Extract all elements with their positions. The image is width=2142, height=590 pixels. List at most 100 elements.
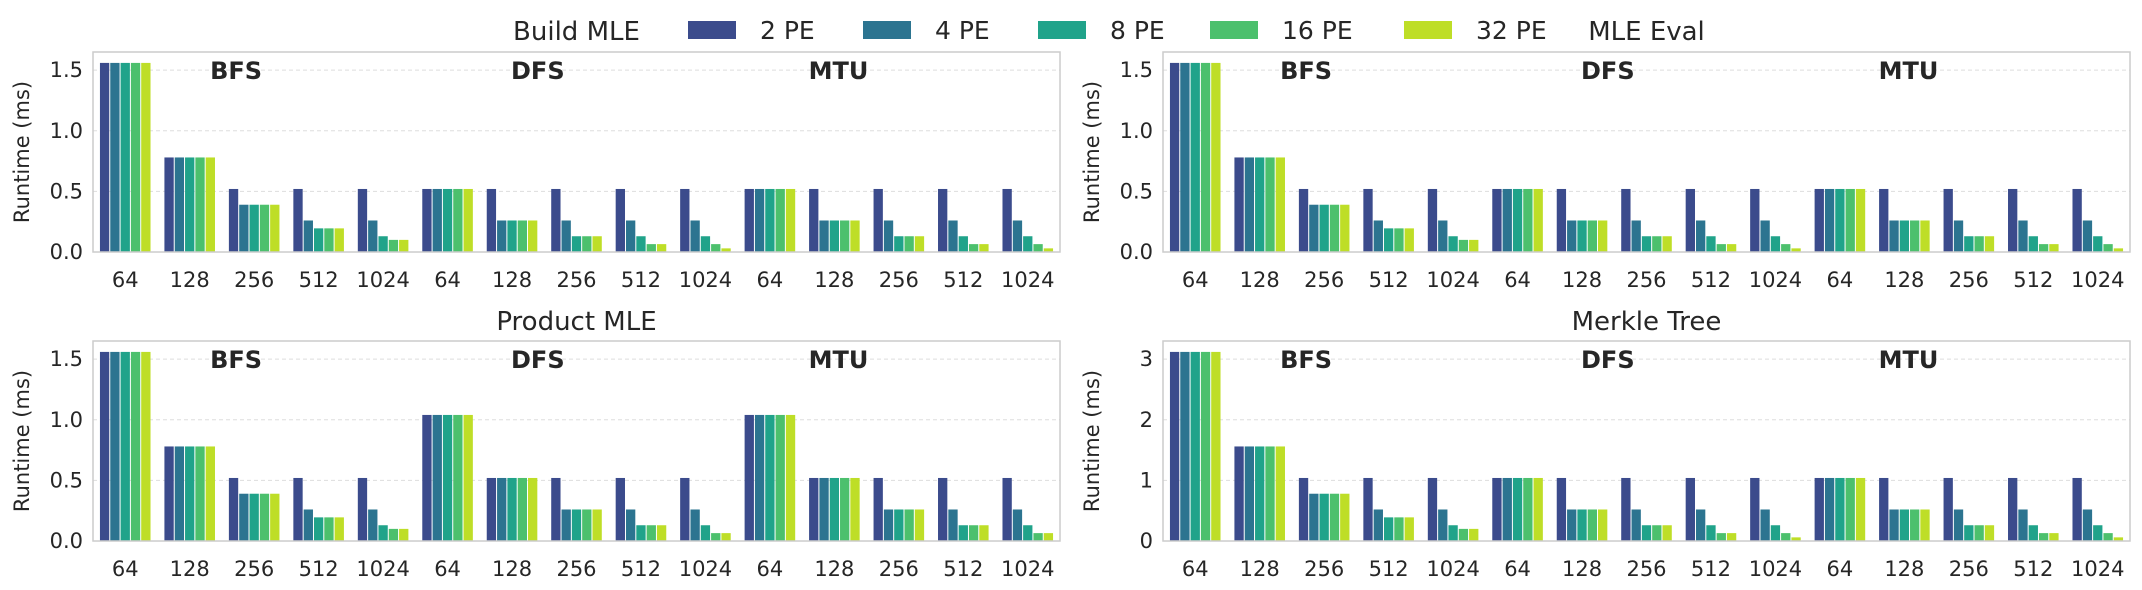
group-label: DFS [1581,57,1635,85]
x-tick-label: 1024 [679,268,732,292]
x-tick-label: 512 [1369,268,1409,292]
bar [2093,236,2103,252]
bar [958,525,968,541]
legend-entry: 2 PE [688,16,815,45]
x-tick-label: 128 [170,557,210,581]
bar [1340,493,1350,541]
bar [1567,220,1577,252]
bar [1169,351,1180,541]
bar [894,236,904,252]
bar [1770,525,1781,541]
y-tick-label: 1.5 [50,347,83,371]
bar [883,220,894,252]
bar [270,204,280,252]
bar [850,220,860,252]
bar [1984,236,1995,252]
chart-title: MLE Eval [1588,17,1705,47]
x-tick-label: 256 [879,268,919,292]
bar [357,477,368,541]
bar [334,228,344,252]
x-tick-label: 128 [814,268,854,292]
bar [1244,157,1255,252]
bar [2028,236,2038,252]
group-label: MTU [809,57,869,85]
y-tick-label: 1.0 [50,408,83,432]
bar [744,188,754,252]
bar [1750,188,1760,252]
bar [195,446,205,541]
bar [1695,220,1706,252]
bar [636,236,646,252]
bar [1023,236,1033,252]
bar [2113,537,2124,541]
bar [1621,477,1631,541]
bar [1298,188,1309,252]
bar [185,157,195,252]
legend-label: 32 PE [1476,16,1547,45]
x-tick-label: 512 [2013,268,2053,292]
bar [164,157,174,252]
bar [99,62,110,253]
bar [1458,239,1469,252]
x-tick-label: 128 [492,557,532,581]
bar [1319,493,1329,541]
bar [1781,244,1791,252]
bar [1394,228,1404,252]
bar [249,493,259,541]
bar [463,414,473,541]
chart-panel: MLE Eval 0.0 0.5 1.0 1.5 Runtime (ms) 64 128 256… [1080,17,2131,292]
bar [1899,220,1910,252]
bar [422,414,432,541]
bar [1394,517,1404,541]
bar [1577,509,1587,541]
bar [497,477,507,541]
bar [2113,248,2124,252]
bar [1716,533,1726,541]
bar [1492,188,1502,252]
bar [1427,188,1438,252]
bar [141,351,151,541]
bar [249,204,259,252]
y-tick-label: 0.5 [1120,179,1153,203]
bar [1910,220,1920,252]
bar [1512,188,1523,252]
bar [1012,220,1023,252]
bar [1043,248,1054,252]
group-label: MTU [1879,346,1939,374]
bar [1033,533,1043,541]
x-tick-label: 256 [234,268,274,292]
x-tick-label: 512 [1691,268,1731,292]
x-tick-label: 64 [1182,557,1209,581]
bar [517,477,528,541]
bar [2082,220,2093,252]
bar [636,525,646,541]
bar [239,204,249,252]
bar [1469,239,1479,252]
y-tick-label: 1.5 [50,58,83,82]
x-tick-label: 1024 [1749,557,1802,581]
bar [174,446,185,541]
bar [130,351,141,541]
bar [1309,493,1319,541]
bar [1964,525,1974,541]
bar [1889,220,1899,252]
bar [914,509,925,541]
bar [1652,236,1662,252]
bar [721,533,731,541]
bar [2018,220,2028,252]
bar [979,525,989,541]
bar [1567,509,1577,541]
bar [1706,525,1716,541]
bar [1404,517,1414,541]
chart-panel: Build MLE 0.0 0.5 1.0 1.5 Runtime (ms) 64 128 25… [10,17,1061,292]
x-tick-label: 1024 [356,557,409,581]
bar [711,244,721,252]
bar [239,493,249,541]
x-tick-label: 512 [621,268,661,292]
bar [1910,509,1920,541]
x-tick-label: 64 [1827,268,1854,292]
x-tick-label: 256 [1949,557,1989,581]
bar [785,188,796,252]
plot-frame [92,51,1061,253]
bar [2072,188,2082,252]
